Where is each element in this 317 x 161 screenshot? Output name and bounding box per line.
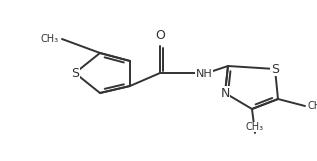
Text: CH₃: CH₃ xyxy=(307,101,317,111)
Text: S: S xyxy=(271,62,279,76)
Text: S: S xyxy=(71,66,79,80)
Text: N: N xyxy=(220,86,230,99)
Text: O: O xyxy=(155,29,165,42)
Text: NH: NH xyxy=(196,69,213,79)
Text: CH₃: CH₃ xyxy=(41,34,59,44)
Text: CH₃: CH₃ xyxy=(246,122,264,132)
